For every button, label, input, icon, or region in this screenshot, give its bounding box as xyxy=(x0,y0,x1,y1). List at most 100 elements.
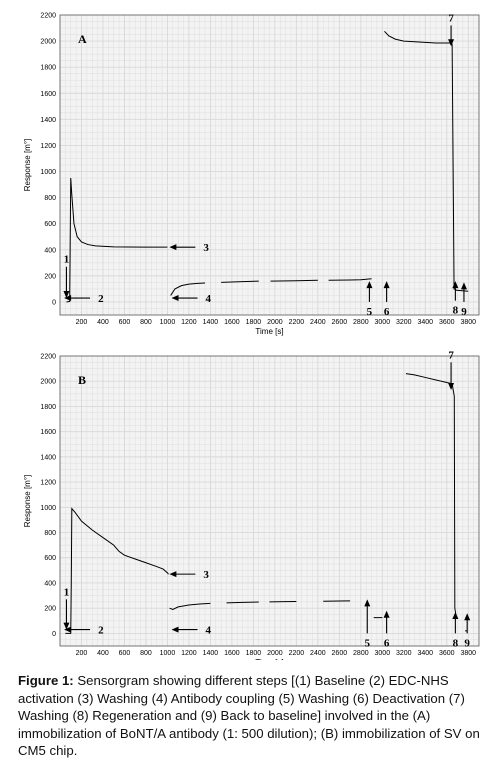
step-arrow-3: 3 xyxy=(169,569,209,581)
step-arrow-9: 9 xyxy=(460,282,467,318)
y-tick-label: 200 xyxy=(44,606,56,613)
y-tick-label: 1400 xyxy=(40,454,56,461)
x-tick-label: 3600 xyxy=(439,319,455,326)
arrow-head xyxy=(63,291,70,299)
y-tick-label: 1400 xyxy=(40,117,56,124)
step-arrow-6: 6 xyxy=(383,281,390,318)
y-tick-label: 600 xyxy=(44,221,56,228)
sensorgram-figure: 200 400 600 800 1000 1200 1400 1600 1800 2000 2200… xyxy=(23,12,480,660)
arrow-head xyxy=(464,613,471,621)
arrow-label: 2 xyxy=(98,625,104,637)
y-tick-label: 1200 xyxy=(40,480,56,487)
y-tick-label: 1000 xyxy=(40,505,56,512)
x-axis-label-b: Time [s] xyxy=(255,658,283,660)
step-arrow-4: 4 xyxy=(171,625,212,637)
x-tick-label: 2600 xyxy=(332,650,348,657)
data-series-segment xyxy=(328,278,372,281)
arrow-head xyxy=(383,281,390,289)
panel-label-a: A xyxy=(78,32,87,46)
x-tick-label: 1000 xyxy=(160,650,176,657)
data-series-segment xyxy=(270,279,318,282)
arrow-head xyxy=(460,282,467,290)
y-tick-label: 1600 xyxy=(40,91,56,98)
x-tick-label: 800 xyxy=(140,650,152,657)
x-tick-label: 2200 xyxy=(289,650,305,657)
arrow-head xyxy=(169,571,177,578)
x-tick-label: 2800 xyxy=(353,319,369,326)
arrow-label: 4 xyxy=(206,625,212,637)
arrow-label: 5 xyxy=(367,306,373,318)
y-tick-label: 1600 xyxy=(40,429,56,436)
step-arrow-2: 2 xyxy=(64,293,104,305)
y-tick-label: 800 xyxy=(44,195,56,202)
arrow-head xyxy=(364,599,371,607)
x-axis-label-a: Time [s] xyxy=(255,327,283,336)
y-tick-label: 2200 xyxy=(40,354,56,361)
y-tick-label: 1800 xyxy=(40,65,56,72)
arrow-head xyxy=(171,626,179,633)
x-tick-label: 2200 xyxy=(289,319,305,326)
x-tick-label: 1400 xyxy=(203,319,219,326)
step-arrow-9: 9 xyxy=(464,613,470,649)
arrow-label: 6 xyxy=(384,306,390,318)
arrow-label: 3 xyxy=(203,242,209,254)
y-tick-label: 400 xyxy=(44,580,56,587)
x-tick-label: 1000 xyxy=(160,319,176,326)
x-tick-label: 200 xyxy=(76,650,88,657)
x-tick-label: 3200 xyxy=(396,650,412,657)
x-tick-label: 1200 xyxy=(181,319,197,326)
plot-frame-b xyxy=(59,355,480,647)
arrow-head xyxy=(452,611,459,619)
x-tick-label: 3600 xyxy=(439,650,455,657)
x-tick-label: 600 xyxy=(119,319,131,326)
panel-label-b: B xyxy=(78,373,86,387)
step-arrow-1: 1 xyxy=(63,586,70,630)
step-arrow-5: 5 xyxy=(364,599,371,649)
arrow-label: 9 xyxy=(464,637,470,649)
step-arrow-7: 7 xyxy=(448,12,455,47)
arrow-label: 8 xyxy=(453,305,459,317)
arrow-head xyxy=(448,383,455,391)
y-axis-label-b: Response [m°] xyxy=(23,475,32,528)
x-tick-label: 2400 xyxy=(310,319,326,326)
x-tick-label: 3000 xyxy=(375,319,391,326)
x-tick-label: 1600 xyxy=(224,319,240,326)
y-tick-label: 2000 xyxy=(40,39,56,46)
step-arrow-8: 8 xyxy=(452,611,459,649)
y-tick-label: 400 xyxy=(44,247,56,254)
step-arrow-4: 4 xyxy=(171,293,212,305)
x-tick-label: 600 xyxy=(119,650,131,657)
data-series-segment xyxy=(65,507,169,634)
arrow-head xyxy=(171,295,179,302)
x-tick-label: 400 xyxy=(97,319,109,326)
y-tick-label: 800 xyxy=(44,530,56,537)
step-arrow-6: 6 xyxy=(383,610,390,649)
arrow-head xyxy=(64,626,72,633)
arrow-head xyxy=(452,281,459,289)
arrow-head xyxy=(448,39,455,47)
data-series-segment xyxy=(405,373,457,619)
data-series-segment xyxy=(384,30,469,292)
x-tick-label: 3000 xyxy=(375,650,391,657)
y-tick-label: 0 xyxy=(52,631,56,638)
arrow-head xyxy=(64,295,72,302)
x-tick-label: 3400 xyxy=(417,319,433,326)
data-series-segment xyxy=(169,602,211,610)
x-tick-label: 3800 xyxy=(460,650,476,657)
arrow-head xyxy=(383,610,390,618)
y-axis-label-a: Response [m°] xyxy=(23,139,32,192)
panel-b: 200 400 600 800 1000 1200 1400 1600 1800 2000 2200… xyxy=(23,349,480,660)
arrow-head xyxy=(366,281,373,289)
arrow-label: 7 xyxy=(448,349,454,361)
y-tick-label: 200 xyxy=(44,273,56,280)
step-arrow-2: 2 xyxy=(64,625,104,637)
x-tick-label: 3800 xyxy=(460,319,476,326)
y-tick-label: 0 xyxy=(52,299,56,306)
caption-text: Sensorgram showing different steps [(1) … xyxy=(18,673,480,758)
arrow-label: 1 xyxy=(64,254,70,266)
x-tick-label: 800 xyxy=(140,319,152,326)
arrow-label: 4 xyxy=(206,293,212,305)
x-tick-label: 2000 xyxy=(267,650,283,657)
data-series-segment xyxy=(66,178,168,303)
arrow-head xyxy=(63,622,70,630)
